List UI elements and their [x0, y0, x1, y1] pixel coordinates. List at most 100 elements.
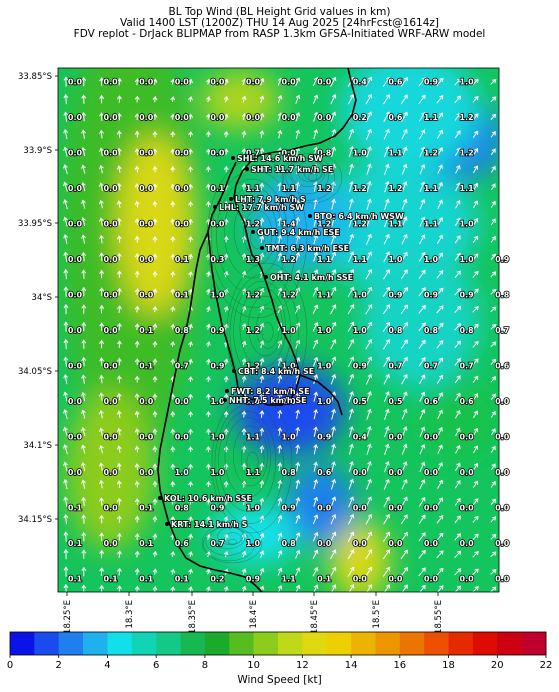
wind-arrow [295, 532, 301, 542]
wind-arrow [81, 584, 87, 592]
grid-value: 1.0 [282, 326, 297, 335]
grid-value: 0.0 [104, 184, 119, 193]
wind-arrow [277, 550, 283, 559]
grid-value: 0.0 [495, 468, 510, 477]
wind-arrow [418, 251, 426, 262]
wind-arrow [295, 479, 301, 489]
station-marker[interactable]: BTO: 6.4 km/h WSW [308, 211, 405, 222]
grid-value: 0.7 [495, 326, 509, 335]
station-marker[interactable]: SHT: 11.7 km/h SE [245, 164, 334, 175]
wind-arrow [170, 446, 176, 453]
wind-arrow [312, 269, 319, 280]
grid-value: 0.0 [68, 326, 83, 335]
station-label: BTO: 6.4 km/h WSW [314, 212, 404, 221]
station-marker[interactable]: NHT: 7.5 km/h SE [223, 395, 307, 406]
wind-arrow [295, 77, 301, 87]
wind-arrow [330, 304, 337, 315]
grid-value: 1.1 [282, 575, 297, 584]
station-marker[interactable]: FWT: 8.2 km/h SE [225, 386, 310, 397]
grid-value: 0.0 [424, 539, 439, 548]
wind-arrow [436, 270, 444, 279]
grid-value: 0.0 [139, 149, 154, 158]
wind-arrow [400, 286, 408, 297]
wind-arrow [382, 76, 390, 87]
wind-arrow [419, 479, 426, 490]
wind-arrow [455, 444, 461, 454]
wind-arrow [330, 269, 337, 280]
station-marker[interactable]: LHT: 7.9 km/h S [229, 194, 307, 205]
wind-arrow [223, 585, 229, 592]
grid-value: 0.5 [353, 397, 368, 406]
grid-value: 0.1 [139, 575, 154, 584]
colorbar-tick-label: 20 [491, 660, 504, 671]
wind-arrow [206, 288, 211, 295]
wind-arrow [63, 321, 69, 332]
wind-arrow [134, 568, 140, 576]
wind-arrow [81, 199, 86, 209]
grid-value: 1.0 [246, 397, 261, 406]
grid-value: 0.0 [104, 113, 119, 122]
grid-value: 0.0 [317, 504, 332, 513]
wind-arrow [170, 96, 176, 103]
wind-arrow [366, 425, 372, 438]
wind-arrow [472, 586, 479, 592]
wind-arrow [81, 182, 86, 192]
wind-arrow [259, 497, 265, 506]
station-marker[interactable]: OHT: 4.1 km/h SSE [264, 272, 354, 283]
wind-arrow [490, 271, 497, 278]
grid-value: 1.1 [246, 468, 261, 477]
wind-arrow [383, 233, 390, 245]
wind-arrow [365, 321, 373, 332]
colorbar-swatch [278, 632, 303, 655]
wind-arrow [472, 533, 479, 541]
station-marker[interactable]: CBT: 8.4 km/h SE [232, 366, 315, 377]
wind-arrow [277, 409, 283, 419]
wind-arrow [436, 567, 444, 576]
grid-value: 0.3 [210, 255, 224, 264]
grid-value: 0.0 [424, 504, 439, 513]
contour-line [224, 417, 271, 498]
wind-arrow [117, 305, 122, 313]
station-marker[interactable]: GUT: 9.4 km/h ESE [251, 227, 341, 238]
wind-arrow [419, 181, 426, 192]
wind-arrow [277, 129, 283, 139]
station-marker[interactable]: KRT: 14.1 km/h S [165, 519, 248, 530]
station-marker[interactable]: SHL: 14.6 km/h SW [231, 153, 324, 164]
wind-arrow [223, 130, 229, 138]
wind-arrow [347, 93, 355, 105]
station-marker[interactable]: LHL: 17.7 km/h SW [213, 202, 305, 213]
contour-line [256, 308, 280, 349]
wind-arrow [206, 306, 211, 313]
wind-arrow [490, 376, 496, 383]
wind-arrow [436, 305, 444, 314]
wind-arrow [313, 443, 318, 455]
contour-line [281, 152, 343, 204]
contour-line [303, 165, 322, 181]
wind-arrow [348, 373, 355, 385]
wind-arrow [472, 498, 479, 506]
wind-arrow [117, 550, 122, 558]
wind-arrow [401, 374, 408, 385]
wind-arrow [134, 410, 140, 418]
grid-value: 1.0 [210, 433, 225, 442]
wind-arrow [223, 288, 229, 295]
wind-arrow [99, 322, 105, 331]
grid-value: 0.9 [317, 433, 332, 442]
wind-arrow [490, 148, 496, 156]
grid-value: 1.2 [246, 291, 260, 300]
wind-arrow [418, 584, 426, 592]
wind-arrow [116, 147, 122, 156]
wind-arrow [312, 584, 319, 592]
wind-arrow [241, 253, 247, 261]
colorbar-swatch [521, 632, 547, 655]
wind-arrow [206, 586, 211, 592]
station-marker[interactable]: KOL: 10.6 km/h SSE [158, 493, 253, 504]
latitude-axis: 33.85°S 33.9°S 33.95°S 34°S 34.05°S 34.1°S 34.… [18, 72, 58, 525]
wind-arrow [454, 147, 461, 156]
station-marker[interactable]: TMT: 6.3 km/h ESE [260, 243, 350, 254]
grid-value: 1.1 [388, 220, 403, 229]
wind-arrow [170, 113, 176, 120]
wind-arrow [490, 551, 497, 558]
lon-tick-label: 18.25°E [63, 600, 73, 634]
wind-arrow [277, 287, 283, 296]
